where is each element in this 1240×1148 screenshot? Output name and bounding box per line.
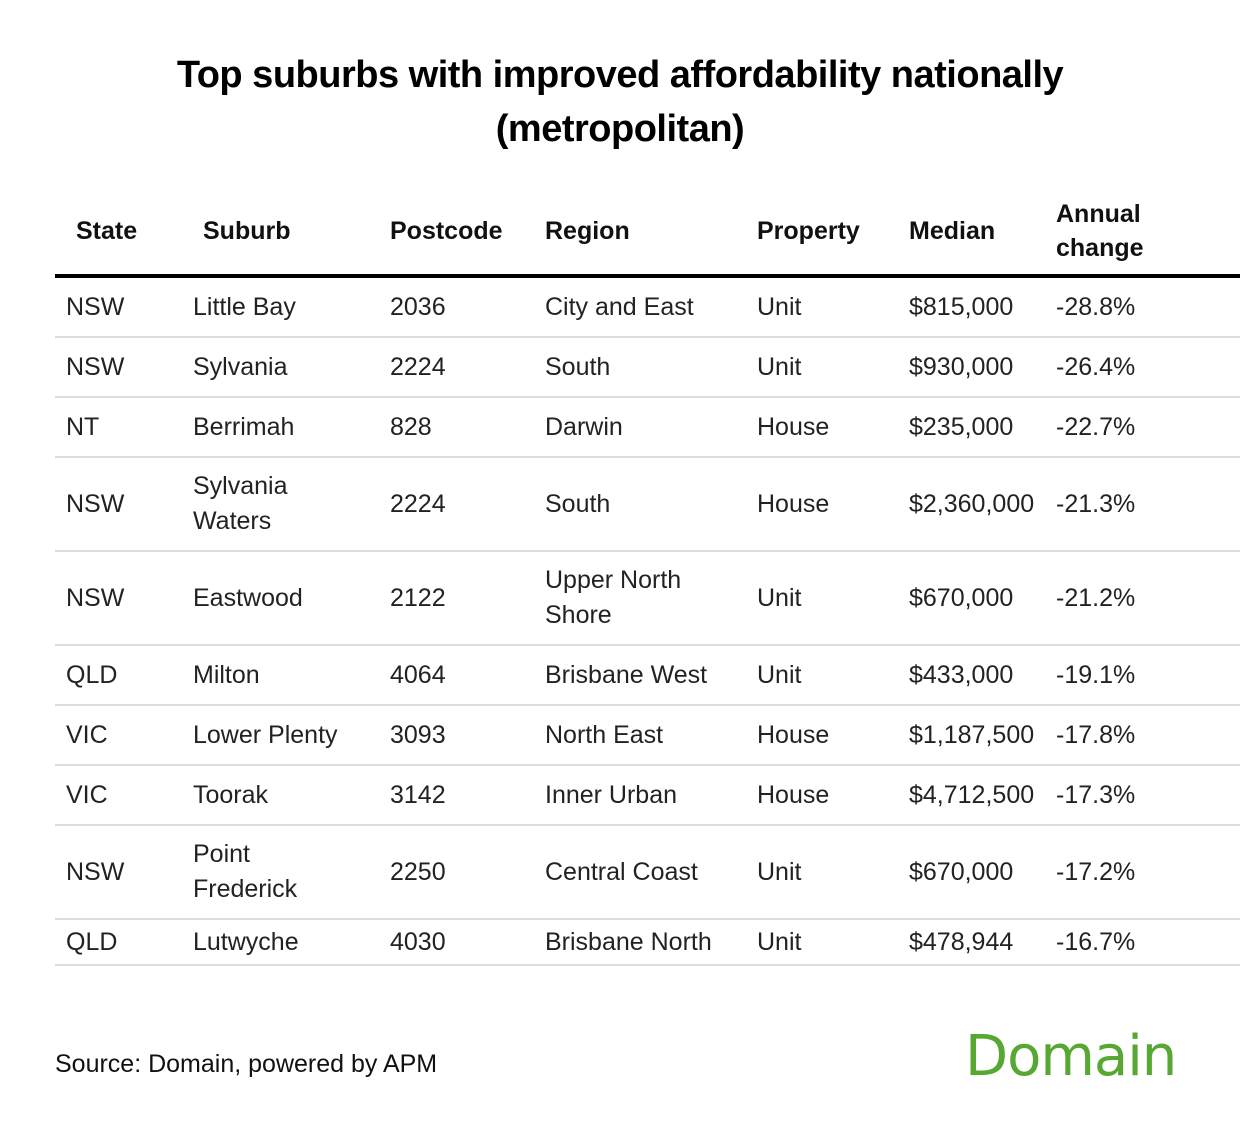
cell-property: Unit bbox=[757, 660, 802, 689]
data-table: State Suburb Postcode Region Property Me… bbox=[55, 188, 1240, 966]
cell-property: Unit bbox=[757, 292, 802, 321]
cell-region: Central Coast bbox=[545, 857, 698, 886]
cell-state: NSW bbox=[66, 352, 125, 381]
cell-suburb: Sylvania bbox=[193, 352, 288, 381]
cell-state: QLD bbox=[66, 660, 118, 689]
header-row: State Suburb Postcode Region Property Me… bbox=[55, 188, 1240, 276]
cell-state: NSW bbox=[66, 583, 125, 612]
cell-state: VIC bbox=[66, 780, 108, 809]
cell-property: House bbox=[757, 780, 830, 809]
cell-region: Inner Urban bbox=[545, 780, 678, 809]
cell-postcode: 2224 bbox=[390, 352, 446, 381]
cell-suburb: Toorak bbox=[193, 780, 269, 809]
cell-region: Upper North Shore bbox=[545, 566, 682, 629]
cell-suburb: Milton bbox=[193, 660, 260, 689]
cell-median: $670,000 bbox=[909, 857, 1014, 886]
data-table-container: State Suburb Postcode Region Property Me… bbox=[55, 188, 1240, 966]
table-row: QLD Milton 4064 Brisbane West Unit $433,000 -1… bbox=[55, 645, 1240, 705]
cell-region: City and East bbox=[545, 292, 694, 321]
title-line-2: (metropolitan) bbox=[495, 108, 745, 150]
cell-postcode: 3093 bbox=[390, 720, 446, 749]
source-note: Source: Domain, powered by APM bbox=[55, 1050, 438, 1078]
table-row: NSW Point Frederick 2250 Central Coast Unit $… bbox=[55, 825, 1240, 919]
cell-median: $670,000 bbox=[909, 583, 1014, 612]
cell-region: South bbox=[545, 352, 611, 381]
header-annual-change-label: Annual change bbox=[1056, 200, 1144, 262]
cell-annual-change: -28.8% bbox=[1056, 292, 1136, 321]
header-region: Region bbox=[545, 217, 630, 245]
cell-region: Darwin bbox=[545, 412, 623, 441]
cell-postcode: 4064 bbox=[390, 660, 446, 689]
cell-annual-change: -21.3% bbox=[1056, 489, 1136, 518]
table-row: VIC Toorak 3142 Inner Urban House $4,712,500-… bbox=[55, 765, 1240, 825]
table-row: NSW Eastwood 2122 Upper North Shore Unit $670… bbox=[55, 551, 1240, 645]
cell-annual-change: -17.2% bbox=[1056, 857, 1136, 886]
cell-median: $815,000 bbox=[909, 292, 1014, 321]
cell-postcode: 2122 bbox=[390, 583, 446, 612]
cell-state: NSW bbox=[66, 292, 125, 321]
table-row: NSW Sylvania 2224 South Unit $930,000 -26.4% bbox=[55, 337, 1240, 397]
cell-region: Brisbane North bbox=[545, 927, 712, 956]
cell-annual-change: -17.8% bbox=[1056, 720, 1136, 749]
domain-logo: Domain bbox=[965, 1024, 1177, 1089]
header-suburb: Suburb bbox=[203, 217, 291, 245]
cell-state: VIC bbox=[66, 720, 108, 749]
cell-postcode: 828 bbox=[390, 412, 432, 441]
cell-suburb: Sylvania Waters bbox=[193, 472, 288, 535]
cell-suburb: Berrimah bbox=[193, 412, 295, 441]
cell-property: Unit bbox=[757, 583, 802, 612]
cell-annual-change: -26.4% bbox=[1056, 352, 1136, 381]
header-median: Median bbox=[909, 217, 996, 245]
cell-state: NSW bbox=[66, 857, 125, 886]
cell-median: $1,187,500 bbox=[909, 720, 1035, 749]
cell-state: QLD bbox=[66, 927, 118, 956]
cell-postcode: 2036 bbox=[390, 292, 446, 321]
table-row: VIC Lower Plenty 3093 North East House $1,187… bbox=[55, 705, 1240, 765]
cell-annual-change: -21.2% bbox=[1056, 583, 1136, 612]
header-state: State bbox=[76, 217, 138, 245]
header-annual-change: Annual change bbox=[1056, 188, 1240, 276]
table-row: QLD Lutwyche 4030 Brisbane North Unit $478,94… bbox=[55, 919, 1240, 965]
table-row: NSW Sylvania Waters 2224 South House $2,360,0… bbox=[55, 457, 1240, 551]
cell-state: NSW bbox=[66, 489, 125, 518]
table-body: NSW Little Bay 2036 City and East Unit $815,0… bbox=[55, 276, 1240, 965]
title-line-1: Top suburbs with improved affordability … bbox=[176, 54, 1064, 96]
cell-median: $4,712,500 bbox=[909, 780, 1035, 809]
cell-region: North East bbox=[545, 720, 664, 749]
cell-property: House bbox=[757, 489, 830, 518]
cell-property: House bbox=[757, 412, 830, 441]
cell-median: $478,944 bbox=[909, 927, 1014, 956]
header-postcode: Postcode bbox=[390, 217, 503, 245]
cell-annual-change: -19.1% bbox=[1056, 660, 1136, 689]
cell-property: Unit bbox=[757, 352, 802, 381]
cell-annual-change: -17.3% bbox=[1056, 780, 1136, 809]
cell-suburb: Point Frederick bbox=[193, 840, 298, 903]
cell-postcode: 2224 bbox=[390, 489, 446, 518]
cell-annual-change: -16.7% bbox=[1056, 927, 1136, 956]
cell-median: $930,000 bbox=[909, 352, 1014, 381]
cell-region: Brisbane West bbox=[545, 660, 708, 689]
header-property: Property bbox=[757, 217, 860, 245]
cell-median: $235,000 bbox=[909, 412, 1014, 441]
table-row: NT Berrimah 828 Darwin House $235,000 -22.7% bbox=[55, 397, 1240, 457]
cell-state: NT bbox=[66, 412, 100, 441]
cell-region: South bbox=[545, 489, 611, 518]
cell-suburb: Lower Plenty bbox=[193, 720, 338, 749]
cell-property: Unit bbox=[757, 927, 802, 956]
cell-property: House bbox=[757, 720, 830, 749]
cell-postcode: 3142 bbox=[390, 780, 446, 809]
table-row: NSW Little Bay 2036 City and East Unit $815,0… bbox=[55, 276, 1240, 337]
cell-annual-change: -22.7% bbox=[1056, 412, 1136, 441]
chart-title: Top suburbs with improved affordability … bbox=[0, 48, 1240, 156]
cell-postcode: 4030 bbox=[390, 927, 446, 956]
cell-property: Unit bbox=[757, 857, 802, 886]
cell-suburb: Little Bay bbox=[193, 292, 296, 321]
cell-suburb: Eastwood bbox=[193, 583, 303, 612]
cell-postcode: 2250 bbox=[390, 857, 446, 886]
cell-suburb: Lutwyche bbox=[193, 927, 299, 956]
table-header: State Suburb Postcode Region Property Me… bbox=[55, 188, 1240, 276]
cell-median: $2,360,000 bbox=[909, 489, 1035, 518]
cell-median: $433,000 bbox=[909, 660, 1014, 689]
